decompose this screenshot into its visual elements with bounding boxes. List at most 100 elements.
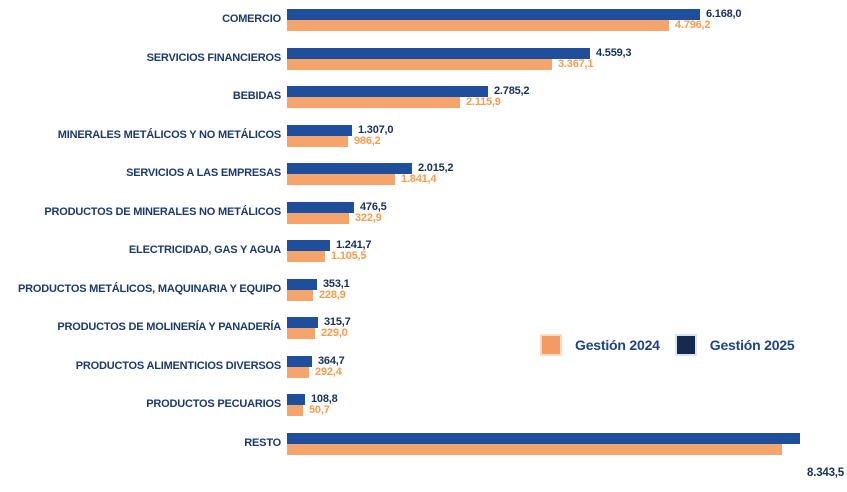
chart-row: MINERALES METÁLICOS Y NO METÁLICOS 1.307… (0, 123, 806, 147)
bar-gestion-2024 (287, 328, 315, 339)
category-label: PRODUCTOS PECUARIOS (146, 398, 281, 411)
bar-line-2024: 3.367,1 (287, 57, 631, 70)
bar-gestion-2024 (287, 174, 395, 185)
bar-gestion-2025 (287, 317, 318, 328)
bar-gestion-2025 (287, 163, 412, 174)
value-label-2024: 3.367,1 (558, 57, 594, 70)
value-label-2024: 2.115,9 (466, 96, 501, 108)
bar-line-2024: 292,4 (287, 365, 345, 378)
category-label: PRODUCTOS METÁLICOS, MAQUINARIA Y EQUIPO (18, 282, 281, 295)
bar-gestion-2024 (287, 289, 313, 301)
bar-gestion-2024 (287, 251, 325, 262)
bar-gestion-2024 (287, 443, 782, 455)
bar-line-2025: 476,5 (287, 201, 387, 213)
category-label: PRODUCTOS DE MOLINERÍA Y PANADERÍA (57, 321, 281, 334)
value-label-2025: 1.307,0 (358, 123, 394, 136)
bars-group: 1.307,0 986,2 (287, 123, 394, 147)
chart-row: PRODUCTOS PECUARIOS 108,8 50,7 (0, 394, 806, 416)
chart-row: BEBIDAS 2.785,2 2.115,9 (0, 86, 806, 108)
legend-swatch-2025 (674, 334, 697, 356)
resto-value-annotation: 8.343,5 (807, 467, 844, 479)
chart-row: PRODUCTOS DE MOLINERÍA Y PANADERÍA 315,7… (0, 317, 806, 339)
bars-group: 108,8 50,7 (287, 394, 338, 416)
bar-gestion-2024 (287, 135, 348, 147)
category-label: PRODUCTOS DE MINERALES NO METÁLICOS (44, 205, 281, 218)
bars-group: 2.015,2 1.841,4 (287, 162, 454, 185)
legend: Gestión 2024 Gestión 2025 (540, 334, 795, 356)
bar-line-2024: 229,0 (287, 328, 351, 339)
bar-line-2025: 108,8 (287, 394, 338, 405)
value-label-2025: 6.168,0 (706, 8, 742, 20)
bar-line-2025: 364,7 (287, 354, 345, 367)
value-label-2025: 2.785,2 (494, 85, 530, 97)
category-label: SERVICIOS FINANCIEROS (146, 51, 282, 64)
rows-container: COMERCIO 6.168,0 4.796,2 SERVICIOS FINAN… (0, 9, 806, 471)
category-label: RESTO (244, 436, 281, 449)
legend-label-2024: Gestión 2024 (575, 337, 660, 353)
value-label-2024: 986,2 (354, 134, 381, 147)
bar-line-2025: 6.168,0 (287, 8, 742, 20)
bar-gestion-2025 (287, 278, 317, 290)
bar-gestion-2024 (287, 97, 460, 108)
category-label: ELECTRICIDAD, GAS Y AGUA (128, 244, 281, 257)
value-label-2024: 292,4 (315, 365, 342, 378)
value-label-2024: 4.796,2 (675, 19, 711, 31)
chart-row: PRODUCTOS ALIMENTICIOS DIVERSOS 364,7 29… (0, 354, 806, 378)
bar-gestion-2025 (287, 9, 700, 20)
value-label-2024: 1.105,5 (331, 250, 367, 262)
chart-row: PRODUCTOS METÁLICOS, MAQUINARIA Y EQUIPO… (0, 277, 806, 301)
bars-group: 476,5 322,9 (287, 201, 387, 224)
category-label: BEBIDAS (232, 90, 281, 103)
value-label-2024: 228,9 (319, 288, 346, 301)
bar-line-2024: 4.796,2 (287, 20, 741, 31)
chart-row: SERVICIOS FINANCIEROS 4.559,3 3.367,1 (0, 47, 806, 70)
bar-line-2024: 228,9 (287, 288, 350, 301)
bar-gestion-2025 (287, 47, 590, 59)
value-label-2025: 2.015,2 (418, 162, 454, 174)
value-label-2024: 50,7 (309, 404, 330, 416)
value-label-2025: 315,7 (324, 316, 351, 328)
bar-line-2025: 1.241,7 (287, 239, 372, 251)
bar-line-2025 (287, 432, 806, 444)
value-label-2025: 1.241,7 (336, 239, 372, 251)
bar-line-2024 (287, 443, 806, 455)
bar-gestion-2024 (287, 405, 303, 416)
bar-line-2024: 986,2 (287, 134, 393, 147)
bar-line-2024: 322,9 (287, 212, 387, 224)
category-label: MINERALES METÁLICOS Y NO METÁLICOS (57, 128, 281, 141)
bar-gestion-2025 (287, 432, 800, 444)
bar-gestion-2025 (287, 124, 352, 136)
value-label-2025: 364,7 (318, 354, 345, 367)
bars-group: 364,7 292,4 (287, 354, 345, 378)
bar-gestion-2024 (287, 366, 309, 378)
bar-line-2024: 2.115,9 (287, 97, 529, 108)
bar-gestion-2025 (287, 201, 354, 213)
value-label-2024: 1.841,4 (401, 173, 437, 185)
value-label-2025: 353,1 (323, 277, 350, 290)
bar-gestion-2025 (287, 86, 488, 97)
chart-row: COMERCIO 6.168,0 4.796,2 (0, 9, 806, 31)
category-label: SERVICIOS A LAS EMPRESAS (126, 167, 281, 180)
bars-group: 4.559,3 3.367,1 (287, 47, 632, 70)
chart-row: RESTO (0, 432, 806, 455)
value-label-2025: 108,8 (311, 393, 338, 405)
chart-row: SERVICIOS A LAS EMPRESAS 2.015,2 1.841,4 (0, 163, 806, 185)
chart-row: PRODUCTOS DE MINERALES NO METÁLICOS 476,… (0, 201, 806, 224)
bar-line-2025: 315,7 (287, 317, 351, 328)
category-label: COMERCIO (222, 13, 281, 26)
bar-gestion-2024 (287, 20, 669, 31)
bar-gestion-2025 (287, 394, 305, 405)
legend-label-2025: Gestión 2025 (709, 337, 795, 353)
bar-line-2024: 50,7 (287, 405, 338, 416)
bar-line-2025: 2.015,2 (287, 162, 454, 174)
bar-line-2024: 1.841,4 (287, 174, 453, 185)
bar-line-2024: 1.105,5 (287, 251, 371, 262)
bar-gestion-2024 (287, 58, 552, 70)
bar-line-2025: 2.785,2 (287, 85, 530, 97)
bars-group: 2.785,2 2.115,9 (287, 85, 530, 108)
bars-group: 6.168,0 4.796,2 (287, 8, 742, 31)
bar-gestion-2025 (287, 240, 330, 251)
bars-group: 353,1 228,9 (287, 277, 350, 301)
bar-gestion-2024 (287, 212, 349, 224)
